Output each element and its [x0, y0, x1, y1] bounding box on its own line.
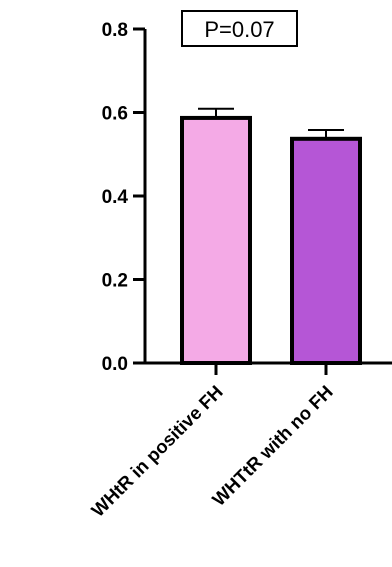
- y-tick-label: 0.2: [102, 271, 128, 292]
- p-value-annotation: P=0.07: [181, 10, 298, 47]
- y-ticks-group: 0.0 0.2 0.4 0.6 0.8: [102, 20, 145, 375]
- y-tick-label: 0.0: [102, 354, 128, 375]
- bar-2: [290, 136, 362, 365]
- x-category-label: WHtR in positive FH: [87, 381, 227, 521]
- p-value-box: [181, 10, 298, 47]
- x-category-label: WHTtR with no FH: [208, 381, 337, 510]
- y-tick-label: 0.8: [102, 20, 128, 41]
- bar-1: [180, 115, 252, 365]
- error-bars-group: [198, 107, 344, 139]
- y-tick-label: 0.6: [102, 104, 128, 125]
- y-tick-label: 0.4: [102, 187, 129, 208]
- p-value-text: P=0.07: [204, 17, 274, 42]
- bars-group: [180, 115, 362, 365]
